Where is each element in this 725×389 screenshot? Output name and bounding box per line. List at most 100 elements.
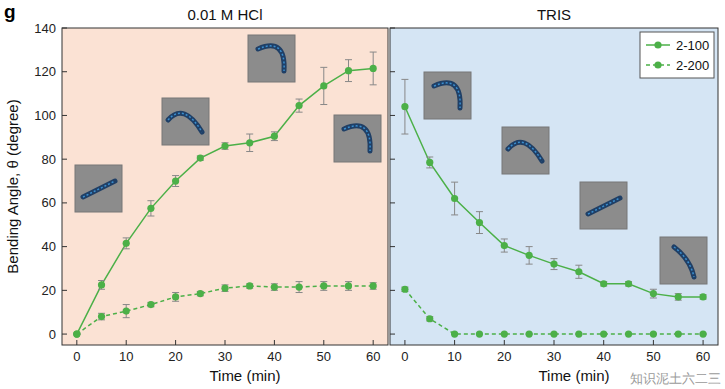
data-point: [600, 280, 607, 287]
data-point: [575, 268, 582, 275]
data-point: [271, 133, 278, 140]
x-tick: [76, 340, 77, 345]
error-bar: [575, 265, 582, 278]
data-point: [98, 313, 105, 320]
inset-frame: [502, 127, 549, 174]
inset-photo: [424, 72, 471, 119]
error-bar: [345, 60, 352, 82]
x-tick: [126, 340, 127, 345]
legend-label: 2-100: [676, 38, 709, 53]
plot-background: [390, 28, 718, 345]
data-point: [600, 330, 607, 337]
plot-frame: [62, 28, 388, 345]
error-bar: [401, 79, 408, 134]
data-point: [73, 330, 80, 337]
error-bar: [501, 239, 508, 252]
data-point: [451, 195, 458, 202]
error-cap: [246, 134, 253, 135]
error-cap: [320, 104, 327, 105]
error-cap: [296, 292, 303, 293]
error-cap: [98, 289, 105, 290]
data-point: [221, 285, 228, 292]
inset-photo: [334, 115, 381, 162]
inset-photo: [248, 35, 295, 82]
legend-marker: [654, 61, 661, 68]
x-tick-label: 60: [696, 349, 710, 364]
data-point: [526, 252, 533, 259]
inset-frame: [248, 35, 295, 82]
error-bar: [222, 285, 229, 292]
y-tick: [62, 246, 67, 247]
error-cap: [320, 290, 327, 291]
x-tick: [554, 340, 555, 345]
error-cap: [476, 233, 483, 234]
error-cap: [172, 186, 179, 187]
inset-frame: [334, 115, 381, 162]
error-cap: [345, 290, 352, 291]
data-point: [575, 330, 582, 337]
x-tick-label: 30: [218, 349, 232, 364]
inset-strip: [258, 46, 284, 71]
panel-letter: g: [4, 1, 16, 22]
x-tick: [504, 340, 505, 345]
error-cap: [526, 246, 533, 247]
data-point: [295, 102, 302, 109]
error-cap: [123, 237, 130, 238]
x-tick-label: 50: [317, 349, 331, 364]
error-cap: [296, 99, 303, 100]
data-point: [320, 282, 327, 289]
error-cap: [172, 175, 179, 176]
x-tick-label: 0: [73, 349, 80, 364]
y-tick: [390, 246, 395, 247]
data-point: [370, 65, 377, 72]
data-point: [246, 282, 253, 289]
data-layer: [401, 79, 706, 337]
x-tick-label: 50: [646, 349, 660, 364]
error-bar: [98, 281, 105, 290]
legend-marker: [654, 41, 661, 48]
panel-title: 0.01 M HCl: [187, 6, 262, 23]
error-cap: [426, 167, 433, 168]
plot-frame: [390, 28, 718, 345]
inset-strip: [168, 113, 202, 132]
error-cap: [451, 214, 458, 215]
y-tick-label: 120: [34, 64, 56, 79]
error-cap: [123, 248, 130, 249]
error-bar: [320, 282, 327, 291]
y-tick: [390, 115, 395, 116]
error-cap: [271, 140, 278, 141]
x-tick: [225, 340, 226, 345]
y-tick: [62, 159, 67, 160]
series-line: [405, 107, 703, 297]
error-cap: [575, 278, 582, 279]
x-tick-label: 10: [119, 349, 133, 364]
error-bar: [476, 212, 483, 234]
error-cap: [501, 238, 508, 239]
y-axis-label: Bending Angle, θ (degree): [4, 99, 21, 273]
y-tick-label: 0: [49, 327, 56, 342]
y-tick: [390, 71, 395, 72]
legend-box: [640, 32, 714, 78]
error-bar: [147, 201, 154, 216]
data-point: [476, 219, 483, 226]
inset-strip-edge: [344, 126, 370, 151]
x-tick-label: 40: [267, 349, 281, 364]
y-tick: [390, 28, 395, 29]
y-tick-label: 140: [34, 21, 56, 36]
y-tick: [390, 334, 395, 335]
data-point: [197, 290, 204, 297]
error-cap: [650, 289, 657, 290]
error-cap: [345, 59, 352, 60]
inset-strip: [83, 181, 115, 197]
legend: 2-1002-200: [640, 32, 714, 78]
data-point: [320, 82, 327, 89]
error-cap: [172, 301, 179, 302]
error-cap: [246, 151, 253, 152]
inset-strip-edge: [83, 181, 115, 197]
y-tick: [390, 290, 395, 291]
error-cap: [401, 134, 408, 135]
y-tick: [390, 159, 395, 160]
data-point: [246, 139, 253, 146]
data-point: [345, 67, 352, 74]
error-cap: [296, 281, 303, 282]
